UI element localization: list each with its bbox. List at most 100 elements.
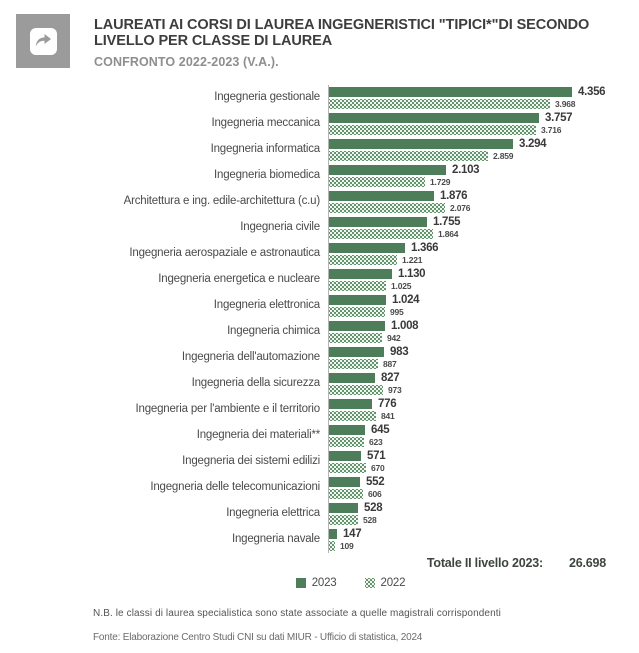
- value-label-2022: 109: [340, 541, 354, 551]
- bar-2022: [329, 255, 397, 265]
- chart-row: Ingegneria navale 147 109: [0, 527, 639, 553]
- share-button[interactable]: [16, 14, 70, 68]
- chart-row: Ingegneria dei materiali** 645 623: [0, 423, 639, 449]
- header: LAUREATI AI CORSI DI LAUREA INGEGNERISTI…: [94, 17, 639, 69]
- bar-line-2022: 841: [329, 411, 639, 421]
- bar-group: 1.024 995: [328, 293, 639, 319]
- bar-2023: [329, 139, 513, 149]
- chart-row: Ingegneria biomedica 2.103 1.729: [0, 163, 639, 189]
- value-label-2023: 147: [343, 528, 362, 540]
- category-label: Ingegneria informatica: [210, 143, 321, 156]
- value-label-2023: 571: [367, 450, 386, 462]
- category-label: Ingegneria elettronica: [213, 299, 320, 312]
- bar-group: 571 670: [328, 449, 639, 475]
- bar-2023: [329, 451, 361, 461]
- bar-2023: [329, 113, 539, 123]
- chart-row: Ingegneria energetica e nucleare 1.130 1.0…: [0, 267, 639, 293]
- bar-line-2023: 776: [329, 398, 639, 410]
- chart-row: Ingegneria della sicurezza 827 973: [0, 371, 639, 397]
- value-label-2022: 528: [363, 515, 377, 525]
- bar-2023: [329, 295, 386, 305]
- bar-group: 645 623: [328, 423, 639, 449]
- bar-group: 528 528: [328, 501, 639, 527]
- value-label-2022: 623: [369, 437, 383, 447]
- bar-line-2023: 1.366: [329, 242, 639, 254]
- bar-2023: [329, 165, 446, 175]
- bar-2023: [329, 399, 372, 409]
- bar-line-2023: 1.008: [329, 320, 639, 332]
- chart-row: Ingegneria aerospaziale e astronautica 1.…: [0, 241, 639, 267]
- bar-2022: [329, 437, 364, 447]
- value-label-2022: 973: [388, 385, 402, 395]
- category-label: Ingegneria per l'ambiente e il territori…: [135, 403, 321, 416]
- value-label-2023: 1.366: [411, 242, 439, 254]
- bar-line-2023: 1.755: [329, 216, 639, 228]
- share-icon: [29, 27, 57, 55]
- category-label: Architettura e ing. edile-architettura (…: [123, 195, 321, 208]
- value-label-2023: 827: [381, 372, 400, 384]
- legend: 2023 2022: [0, 577, 639, 589]
- bar-2023: [329, 373, 375, 383]
- bar-2023: [329, 347, 384, 357]
- bar-2022: [329, 281, 386, 291]
- value-label-2023: 2.103: [452, 164, 480, 176]
- value-label-2023: 3.294: [519, 138, 547, 150]
- category-label: Ingegneria elettrica: [226, 507, 320, 520]
- bar-chart: Ingegneria gestionale 4.356 3.968 Ingegneri…: [0, 85, 639, 553]
- category-label: Ingegneria civile: [240, 221, 320, 234]
- bar-group: 552 606: [328, 475, 639, 501]
- category-label: Ingegneria navale: [231, 533, 320, 546]
- value-label-2023: 3.757: [545, 112, 573, 124]
- bar-line-2022: 3.716: [329, 125, 639, 135]
- category-label: Ingegneria meccanica: [211, 117, 320, 130]
- bar-2022: [329, 541, 335, 551]
- bar-line-2023: 827: [329, 372, 639, 384]
- bar-line-2023: 2.103: [329, 164, 639, 176]
- bar-2023: [329, 477, 360, 487]
- chart-row: Ingegneria per l'ambiente e il territori…: [0, 397, 639, 423]
- value-label-2023: 1.130: [398, 268, 426, 280]
- total-label: Totale II livello 2023:: [426, 556, 543, 570]
- bar-line-2023: 1.876: [329, 190, 639, 202]
- bar-line-2023: 3.757: [329, 112, 639, 124]
- category-label: Ingegneria delle telecomunicazioni: [150, 481, 320, 494]
- bar-line-2022: 1.729: [329, 177, 639, 187]
- bar-line-2022: 3.968: [329, 99, 639, 109]
- bar-2022: [329, 177, 425, 187]
- chart-title: LAUREATI AI CORSI DI LAUREA INGEGNERISTI…: [94, 17, 590, 49]
- total-row: Totale II livello 2023: 26.698: [427, 556, 606, 570]
- value-label-2023: 4.356: [578, 86, 606, 98]
- bar-group: 776 841: [328, 397, 639, 423]
- bar-line-2022: 1.025: [329, 281, 639, 291]
- bar-2022: [329, 229, 433, 239]
- value-label-2022: 841: [381, 411, 395, 421]
- value-label-2022: 2.076: [450, 203, 471, 213]
- value-label-2022: 3.716: [541, 125, 562, 135]
- bar-line-2023: 1.024: [329, 294, 639, 306]
- bar-2022: [329, 151, 488, 161]
- chart-row: Ingegneria chimica 1.008 942: [0, 319, 639, 345]
- bar-line-2023: 1.130: [329, 268, 639, 280]
- value-label-2023: 1.008: [391, 320, 419, 332]
- bar-line-2022: 1.864: [329, 229, 639, 239]
- bar-line-2022: 528: [329, 515, 639, 525]
- bar-2023: [329, 217, 427, 227]
- bar-line-2022: 942: [329, 333, 639, 343]
- bar-line-2023: 571: [329, 450, 639, 462]
- bar-2022: [329, 333, 382, 343]
- chart-row: Ingegneria informatica 3.294 2.859: [0, 137, 639, 163]
- bar-2022: [329, 359, 378, 369]
- bar-line-2022: 606: [329, 489, 639, 499]
- value-label-2022: 670: [371, 463, 385, 473]
- bar-group: 3.757 3.716: [328, 111, 639, 137]
- chart-row: Ingegneria dell'automazione 983 887: [0, 345, 639, 371]
- category-label: Ingegneria aerospaziale e astronautica: [129, 247, 320, 260]
- bar-line-2022: 109: [329, 541, 639, 551]
- bar-2022: [329, 515, 358, 525]
- bar-line-2023: 645: [329, 424, 639, 436]
- category-label: Ingegneria dei sistemi edilizi: [182, 455, 320, 468]
- legend-swatch-2023: [295, 578, 306, 588]
- bar-2023: [329, 321, 385, 331]
- category-label: Ingegneria biomedica: [214, 169, 320, 182]
